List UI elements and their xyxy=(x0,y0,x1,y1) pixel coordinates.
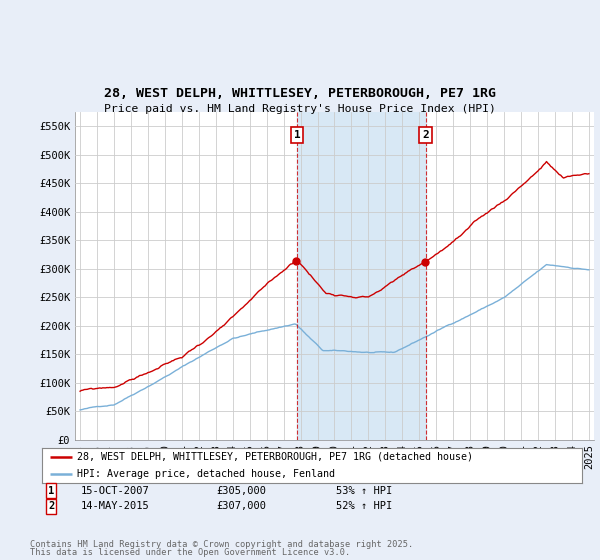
Text: Price paid vs. HM Land Registry's House Price Index (HPI): Price paid vs. HM Land Registry's House … xyxy=(104,104,496,114)
Text: 15-OCT-2007: 15-OCT-2007 xyxy=(81,486,150,496)
Text: 28, WEST DELPH, WHITTLESEY, PETERBOROUGH, PE7 1RG (detached house): 28, WEST DELPH, WHITTLESEY, PETERBOROUGH… xyxy=(77,452,473,461)
Text: Contains HM Land Registry data © Crown copyright and database right 2025.: Contains HM Land Registry data © Crown c… xyxy=(30,540,413,549)
Text: £307,000: £307,000 xyxy=(216,501,266,511)
Text: 52% ↑ HPI: 52% ↑ HPI xyxy=(336,501,392,511)
Text: 53% ↑ HPI: 53% ↑ HPI xyxy=(336,486,392,496)
Text: 14-MAY-2015: 14-MAY-2015 xyxy=(81,501,150,511)
Text: 28, WEST DELPH, WHITTLESEY, PETERBOROUGH, PE7 1RG: 28, WEST DELPH, WHITTLESEY, PETERBOROUGH… xyxy=(104,87,496,100)
Text: 1: 1 xyxy=(293,130,301,140)
Text: This data is licensed under the Open Government Licence v3.0.: This data is licensed under the Open Gov… xyxy=(30,548,350,557)
Text: £305,000: £305,000 xyxy=(216,486,266,496)
Bar xyxy=(297,112,425,440)
Text: HPI: Average price, detached house, Fenland: HPI: Average price, detached house, Fenl… xyxy=(77,469,335,479)
Text: 2: 2 xyxy=(422,130,429,140)
Text: 1: 1 xyxy=(48,486,54,496)
Text: 2: 2 xyxy=(48,501,54,511)
